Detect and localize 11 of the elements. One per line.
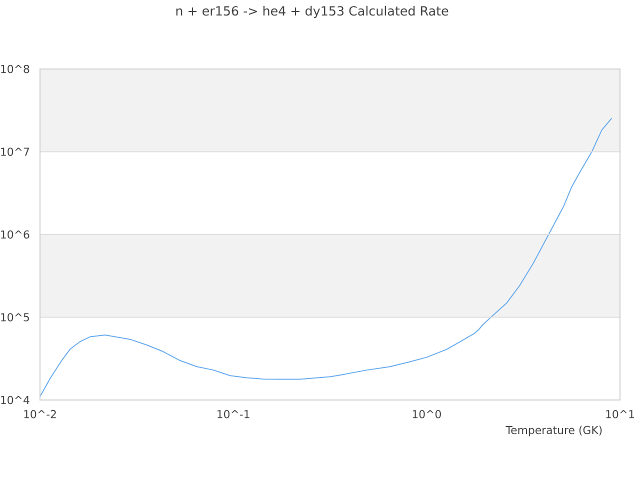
y-tick-label: 10^5 [1, 313, 29, 322]
y-tick-label: 10^4 [1, 396, 30, 404]
y-tick-label: 10^7 [1, 148, 30, 156]
x-tick-label: 10^1 [606, 410, 634, 418]
y-tick-label: 10^8 [1, 64, 30, 74]
y-tick-label: 10^6 [1, 230, 30, 239]
x-axis-title: Temperature (GK) [506, 426, 602, 436]
x-tick-label: 10^-2 [24, 410, 56, 418]
x-tick-label: 10^0 [412, 410, 441, 418]
x-tick-label: 10^-1 [218, 410, 250, 418]
chart-title: n + er156 -> he4 + dy153 Calculated Rate [176, 6, 448, 18]
